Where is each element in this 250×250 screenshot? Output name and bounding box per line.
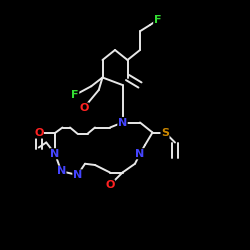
Text: O: O [79,103,88,113]
Text: N: N [136,149,144,159]
Text: N: N [118,118,127,128]
Text: F: F [154,15,161,25]
Text: O: O [34,128,43,138]
Text: S: S [161,128,169,138]
Text: F: F [71,90,79,100]
Text: N: N [73,170,82,180]
Text: N: N [50,149,60,159]
Text: O: O [105,180,115,190]
Text: N: N [56,166,66,176]
